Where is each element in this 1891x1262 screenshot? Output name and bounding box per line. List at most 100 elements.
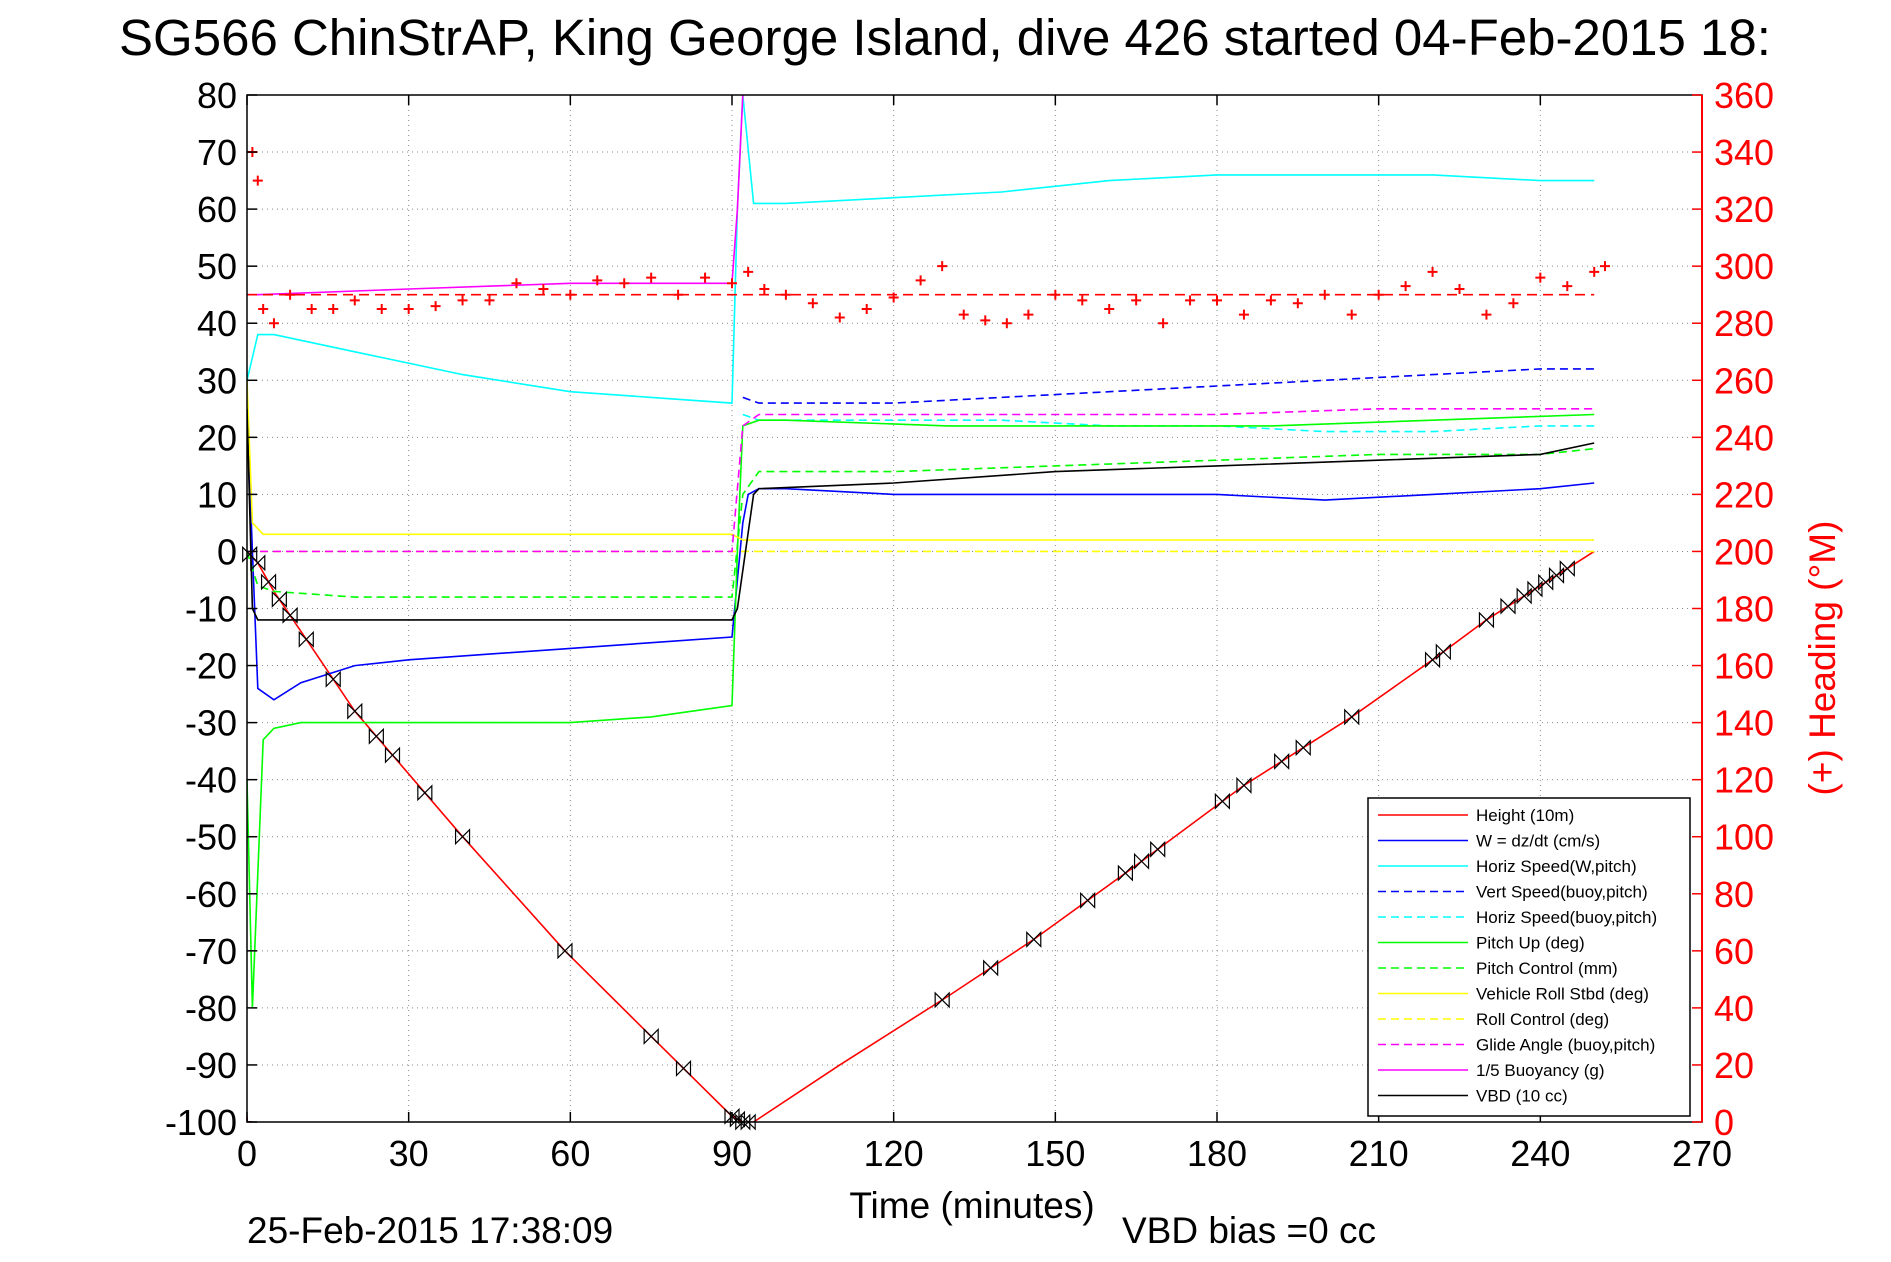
heading-point — [807, 298, 818, 309]
position-marker — [1236, 776, 1252, 794]
legend-box — [1367, 797, 1691, 1117]
heading-point — [511, 278, 522, 289]
heading-point — [1346, 309, 1357, 320]
y-tick-label: -90 — [185, 1045, 237, 1086]
heading-point — [258, 303, 269, 314]
heading-point — [958, 309, 969, 320]
position-marker — [1559, 560, 1575, 578]
heading-point — [1454, 283, 1465, 294]
y2-tick-label: 140 — [1714, 703, 1774, 744]
y-tick-label: -20 — [185, 646, 237, 687]
y2-tick-label: 100 — [1714, 817, 1774, 858]
position-marker — [1516, 587, 1532, 605]
position-marker — [1026, 930, 1042, 948]
chart-title: SG566 ChinStrAP, King George Island, div… — [119, 9, 1771, 66]
vbd-bias-footer: VBD bias =0 cc — [1122, 1210, 1376, 1251]
y2-tick-label: 200 — [1714, 531, 1774, 572]
legend-label: Vehicle Roll Stbd (deg) — [1476, 985, 1649, 1004]
position-marker — [1538, 573, 1554, 591]
heading-point — [1373, 289, 1384, 300]
y2-tick-label: 20 — [1714, 1045, 1754, 1086]
y2-tick-label: 280 — [1714, 303, 1774, 344]
x-tick-label: 90 — [712, 1133, 752, 1174]
heading-point — [1077, 295, 1088, 306]
heading-point — [1562, 281, 1573, 292]
series-line — [742, 368, 1595, 404]
position-marker — [271, 590, 287, 608]
y2-tick-label: 180 — [1714, 589, 1774, 630]
heading-point — [1292, 298, 1303, 309]
legend-label: Vert Speed(buoy,pitch) — [1476, 883, 1648, 902]
heading-point — [1212, 295, 1222, 306]
heading-point — [457, 295, 468, 306]
y-tick-label: 30 — [197, 360, 237, 401]
heading-point — [646, 272, 657, 283]
position-marker — [282, 606, 298, 624]
legend-label: Height (10m) — [1476, 806, 1574, 825]
legend-label: Horiz Speed(W,pitch) — [1476, 857, 1637, 876]
y-tick-label: -30 — [185, 703, 237, 744]
heading-point — [1427, 266, 1438, 277]
y-tick-label: -60 — [185, 874, 237, 915]
heading-point — [1158, 318, 1169, 329]
x-tick-label: 30 — [389, 1133, 429, 1174]
heading-point — [349, 295, 360, 306]
y-tick-label: 20 — [197, 417, 237, 458]
position-marker — [934, 991, 950, 1009]
heading-point — [376, 303, 387, 314]
legend-label: Pitch Control (mm) — [1476, 959, 1618, 978]
heading-point — [268, 318, 279, 329]
position-marker — [724, 1107, 740, 1125]
x-tick-label: 240 — [1510, 1133, 1570, 1174]
series-line — [247, 95, 744, 296]
position-marker — [454, 828, 471, 846]
series-line — [247, 413, 1595, 1008]
series-line — [247, 380, 1595, 541]
position-marker — [1214, 792, 1230, 810]
heading-point — [780, 289, 791, 300]
heading-series — [247, 147, 1610, 1122]
legend-label: 1/5 Buoyancy (g) — [1476, 1061, 1605, 1080]
x-tick-label: 60 — [550, 1133, 590, 1174]
y-tick-label: 70 — [197, 132, 237, 173]
y2-tick-label: 260 — [1714, 360, 1774, 401]
heading-point — [1185, 295, 1196, 306]
y2-tick-label: 220 — [1714, 474, 1774, 515]
heading-point — [673, 289, 684, 300]
y-tick-label: 40 — [197, 303, 237, 344]
y-tick-label: 60 — [197, 189, 237, 230]
position-marker — [1435, 643, 1451, 661]
heading-point — [888, 292, 899, 303]
series-line — [247, 407, 1595, 553]
legend-label: Horiz Speed(buoy,pitch) — [1476, 908, 1657, 927]
position-marker — [1478, 611, 1495, 629]
series-line — [247, 408, 1595, 621]
x-tick-label: 270 — [1672, 1133, 1732, 1174]
y2-tick-label: 320 — [1714, 189, 1774, 230]
heading-point — [1319, 289, 1330, 300]
heading-point — [1104, 303, 1115, 314]
position-marker — [1080, 891, 1096, 909]
legend-label: Glide Angle (buoy,pitch) — [1476, 1036, 1655, 1055]
position-marker — [1344, 708, 1360, 726]
position-marker — [740, 1113, 756, 1131]
heading-point — [306, 303, 317, 314]
heading-point — [328, 303, 339, 314]
position-marker — [1295, 739, 1311, 757]
position-marker — [347, 702, 363, 720]
y2-tick-label: 240 — [1714, 417, 1774, 458]
position-marker — [1150, 840, 1166, 858]
y-tick-label: -80 — [185, 988, 237, 1029]
position-marker — [417, 784, 433, 802]
y-tick-label: 50 — [197, 246, 237, 287]
heading-point — [1001, 318, 1012, 329]
heading-point — [1050, 289, 1061, 300]
position-marker — [557, 942, 573, 960]
heading-point — [430, 301, 441, 312]
heading-point — [484, 295, 495, 306]
legend-label: Roll Control (deg) — [1476, 1010, 1609, 1029]
position-marker — [260, 573, 277, 591]
y2-tick-label: 120 — [1714, 760, 1774, 801]
heading-point — [619, 278, 630, 289]
